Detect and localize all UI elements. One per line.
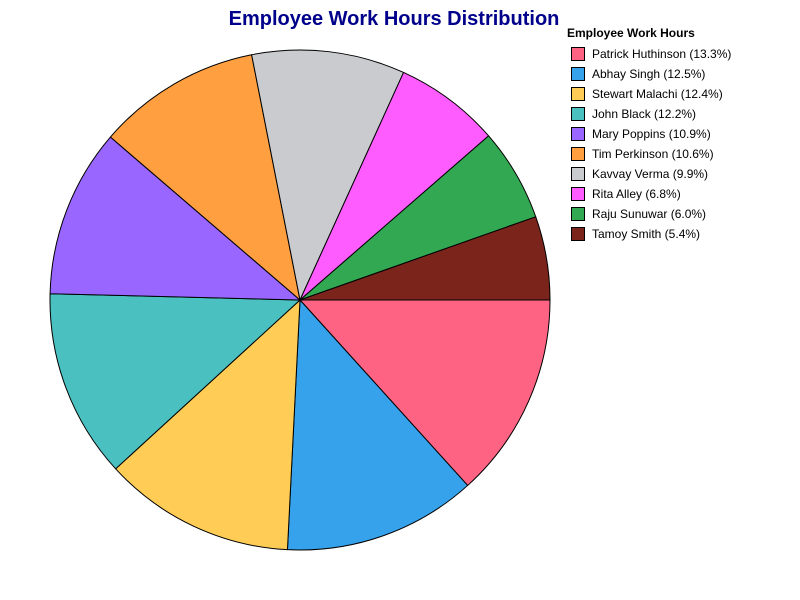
pie-slice-mary-poppins xyxy=(49,136,301,301)
pie-slice-john-black xyxy=(49,293,301,470)
legend-swatch xyxy=(571,187,585,201)
legend-item-kavvay-verma: Kavvay Verma (9.9%) xyxy=(566,164,796,184)
legend-swatch xyxy=(571,167,585,181)
legend-item-stewart-malachi: Stewart Malachi (12.4%) xyxy=(566,84,796,104)
pie-slice-patrick-huthinson xyxy=(299,299,551,486)
legend-item-john-black: John Black (12.2%) xyxy=(566,104,796,124)
pie-slice-tamoy-smith xyxy=(299,216,551,301)
pie-slice-rita-alley xyxy=(299,71,490,301)
chart-title: Employee Work Hours Distribution xyxy=(228,8,560,30)
legend-label: Rita Alley (6.8%) xyxy=(592,187,681,201)
legend-label: Raju Sunuwar (6.0%) xyxy=(592,207,707,221)
legend-label: Kavvay Verma (9.9%) xyxy=(592,167,709,181)
legend-label: Patrick Huthinson (13.3%) xyxy=(592,47,732,61)
legend-item-abhay-singh: Abhay Singh (12.5%) xyxy=(566,64,796,84)
pie-slice-kavvay-verma xyxy=(251,49,405,301)
pie-slice-abhay-singh xyxy=(286,299,469,551)
legend-swatch xyxy=(571,147,585,161)
legend-label: Tamoy Smith (5.4%) xyxy=(592,227,701,241)
legend-label: Mary Poppins (10.9%) xyxy=(592,127,711,141)
legend-label: Abhay Singh (12.5%) xyxy=(592,67,706,81)
legend-items: Patrick Huthinson (13.3%) Abhay Singh (12… xyxy=(566,44,796,244)
pie-slice-stewart-malachi xyxy=(115,299,301,551)
legend-item-patrick-huthinson: Patrick Huthinson (13.3%) xyxy=(566,44,796,64)
legend-item-rita-alley: Rita Alley (6.8%) xyxy=(566,184,796,204)
legend-label: John Black (12.2%) xyxy=(592,107,697,121)
legend-swatch xyxy=(571,107,585,121)
legend-label: Stewart Malachi (12.4%) xyxy=(592,87,723,101)
legend-label: Tim Perkinson (10.6%) xyxy=(592,147,714,161)
pie-slice-tim-perkinson xyxy=(109,54,301,301)
legend-swatch xyxy=(571,67,585,81)
legend: Employee Work Hours Patrick Huthinson (1… xyxy=(566,24,796,244)
legend-swatch xyxy=(571,87,585,101)
legend-swatch xyxy=(571,47,585,61)
legend-swatch xyxy=(571,207,585,221)
legend-swatch xyxy=(571,227,585,241)
legend-item-tim-perkinson: Tim Perkinson (10.6%) xyxy=(566,144,796,164)
legend-item-mary-poppins: Mary Poppins (10.9%) xyxy=(566,124,796,144)
legend-item-raju-sunuwar: Raju Sunuwar (6.0%) xyxy=(566,204,796,224)
legend-title: Employee Work Hours xyxy=(567,26,695,40)
pie-slices xyxy=(49,49,551,551)
legend-item-tamoy-smith: Tamoy Smith (5.4%) xyxy=(566,224,796,244)
legend-swatch xyxy=(571,127,585,141)
